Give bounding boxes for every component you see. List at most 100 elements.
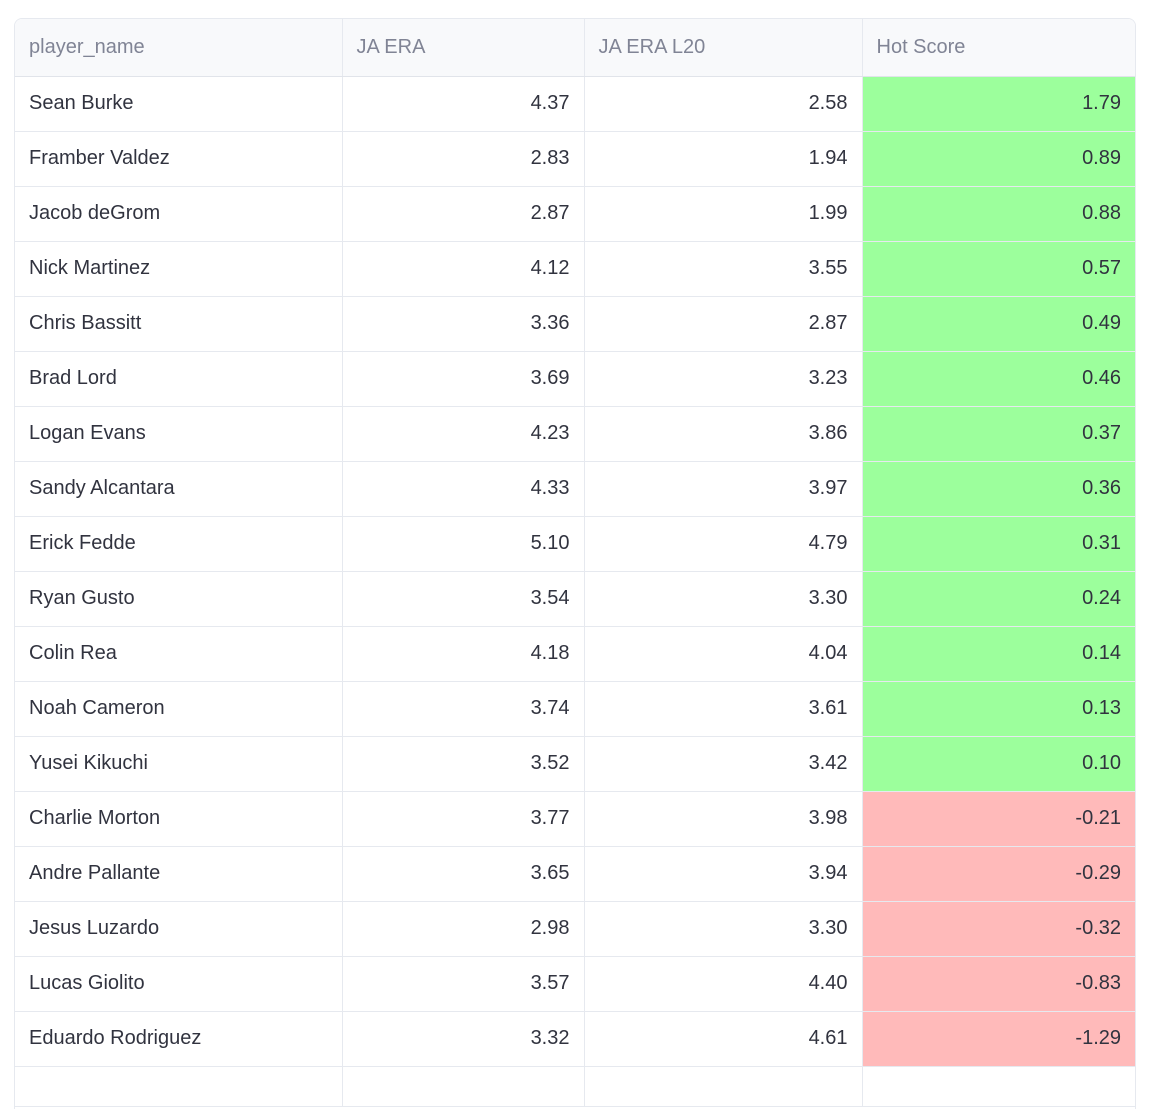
- column-header-ja-era[interactable]: JA ERA: [342, 19, 585, 77]
- table-row: Chris Bassitt 3.36 2.87 0.49: [15, 296, 1135, 352]
- cell-player-name[interactable]: Nick Martinez: [15, 241, 343, 297]
- cell-ja-era-l20[interactable]: 4.61: [584, 1011, 863, 1067]
- cell-ja-era[interactable]: 3.36: [342, 296, 585, 352]
- cell-empty: [15, 1066, 343, 1107]
- table-row: Yusei Kikuchi 3.52 3.42 0.10: [15, 736, 1135, 792]
- table-row: Charlie Morton 3.77 3.98 -0.21: [15, 791, 1135, 847]
- table-row: Jacob deGrom 2.87 1.99 0.88: [15, 186, 1135, 242]
- cell-ja-era[interactable]: 5.10: [342, 516, 585, 572]
- cell-ja-era-l20[interactable]: 3.42: [584, 736, 863, 792]
- table-row: Nick Martinez 4.12 3.55 0.57: [15, 241, 1135, 297]
- table-row: Colin Rea 4.18 4.04 0.14: [15, 626, 1135, 682]
- cell-ja-era[interactable]: 3.32: [342, 1011, 585, 1067]
- table-row: Eduardo Rodriguez 3.32 4.61 -1.29: [15, 1011, 1135, 1067]
- table-row: Logan Evans 4.23 3.86 0.37: [15, 406, 1135, 462]
- cell-ja-era[interactable]: 4.18: [342, 626, 585, 682]
- dataframe-container[interactable]: player_name JA ERA JA ERA L20 Hot Score …: [14, 18, 1136, 1109]
- cell-hot-score[interactable]: -0.32: [862, 901, 1135, 957]
- cell-player-name[interactable]: Eduardo Rodriguez: [15, 1011, 343, 1067]
- cell-ja-era-l20[interactable]: 4.79: [584, 516, 863, 572]
- cell-ja-era-l20[interactable]: 3.98: [584, 791, 863, 847]
- table-row: Sandy Alcantara 4.33 3.97 0.36: [15, 461, 1135, 517]
- column-header-player-name[interactable]: player_name: [15, 19, 343, 77]
- cell-hot-score[interactable]: 0.36: [862, 461, 1135, 517]
- cell-hot-score[interactable]: 0.14: [862, 626, 1135, 682]
- cell-hot-score[interactable]: -0.29: [862, 846, 1135, 902]
- cell-ja-era-l20[interactable]: 3.55: [584, 241, 863, 297]
- cell-player-name[interactable]: Chris Bassitt: [15, 296, 343, 352]
- cell-ja-era-l20[interactable]: 1.94: [584, 131, 863, 187]
- cell-ja-era-l20[interactable]: 3.94: [584, 846, 863, 902]
- cell-player-name[interactable]: Jesus Luzardo: [15, 901, 343, 957]
- cell-player-name[interactable]: Sandy Alcantara: [15, 461, 343, 517]
- cell-hot-score[interactable]: 0.46: [862, 351, 1135, 407]
- table-row: Ryan Gusto 3.54 3.30 0.24: [15, 571, 1135, 627]
- table-row-partial: [15, 1066, 1135, 1107]
- cell-ja-era[interactable]: 3.69: [342, 351, 585, 407]
- column-header-ja-era-l20[interactable]: JA ERA L20: [584, 19, 863, 77]
- table-header: player_name JA ERA JA ERA L20 Hot Score: [15, 19, 1135, 77]
- cell-ja-era[interactable]: 2.87: [342, 186, 585, 242]
- header-row: player_name JA ERA JA ERA L20 Hot Score: [15, 19, 1135, 77]
- cell-player-name[interactable]: Colin Rea: [15, 626, 343, 682]
- column-header-hot-score[interactable]: Hot Score: [862, 19, 1135, 77]
- cell-ja-era[interactable]: 3.77: [342, 791, 585, 847]
- cell-hot-score[interactable]: 0.13: [862, 681, 1135, 737]
- cell-player-name[interactable]: Noah Cameron: [15, 681, 343, 737]
- cell-ja-era[interactable]: 4.23: [342, 406, 585, 462]
- cell-hot-score[interactable]: 0.88: [862, 186, 1135, 242]
- cell-ja-era[interactable]: 4.37: [342, 76, 585, 132]
- table-row: Framber Valdez 2.83 1.94 0.89: [15, 131, 1135, 187]
- cell-ja-era[interactable]: 2.83: [342, 131, 585, 187]
- cell-player-name[interactable]: Yusei Kikuchi: [15, 736, 343, 792]
- table-row: Brad Lord 3.69 3.23 0.46: [15, 351, 1135, 407]
- cell-ja-era[interactable]: 4.33: [342, 461, 585, 517]
- cell-ja-era-l20[interactable]: 2.87: [584, 296, 863, 352]
- cell-ja-era-l20[interactable]: 3.61: [584, 681, 863, 737]
- cell-hot-score[interactable]: -0.83: [862, 956, 1135, 1012]
- cell-ja-era-l20[interactable]: 1.99: [584, 186, 863, 242]
- cell-ja-era-l20[interactable]: 3.86: [584, 406, 863, 462]
- cell-player-name[interactable]: Ryan Gusto: [15, 571, 343, 627]
- cell-hot-score[interactable]: 0.49: [862, 296, 1135, 352]
- cell-ja-era[interactable]: 3.65: [342, 846, 585, 902]
- cell-hot-score[interactable]: 0.57: [862, 241, 1135, 297]
- cell-player-name[interactable]: Framber Valdez: [15, 131, 343, 187]
- cell-ja-era-l20[interactable]: 4.04: [584, 626, 863, 682]
- cell-hot-score[interactable]: 0.89: [862, 131, 1135, 187]
- cell-empty: [342, 1066, 585, 1107]
- cell-player-name[interactable]: Charlie Morton: [15, 791, 343, 847]
- cell-ja-era-l20[interactable]: 4.40: [584, 956, 863, 1012]
- cell-empty: [584, 1066, 863, 1107]
- cell-hot-score[interactable]: -0.21: [862, 791, 1135, 847]
- cell-player-name[interactable]: Logan Evans: [15, 406, 343, 462]
- cell-hot-score[interactable]: -1.29: [862, 1011, 1135, 1067]
- cell-ja-era[interactable]: 3.54: [342, 571, 585, 627]
- cell-player-name[interactable]: Sean Burke: [15, 76, 343, 132]
- cell-ja-era-l20[interactable]: 2.58: [584, 76, 863, 132]
- cell-ja-era-l20[interactable]: 3.30: [584, 571, 863, 627]
- cell-player-name[interactable]: Brad Lord: [15, 351, 343, 407]
- cell-hot-score[interactable]: 1.79: [862, 76, 1135, 132]
- cell-ja-era[interactable]: 3.74: [342, 681, 585, 737]
- cell-ja-era-l20[interactable]: 3.23: [584, 351, 863, 407]
- cell-player-name[interactable]: Erick Fedde: [15, 516, 343, 572]
- cell-ja-era-l20[interactable]: 3.30: [584, 901, 863, 957]
- data-table: player_name JA ERA JA ERA L20 Hot Score …: [15, 19, 1135, 1107]
- cell-hot-score[interactable]: 0.37: [862, 406, 1135, 462]
- cell-player-name[interactable]: Jacob deGrom: [15, 186, 343, 242]
- cell-ja-era[interactable]: 3.52: [342, 736, 585, 792]
- cell-ja-era[interactable]: 3.57: [342, 956, 585, 1012]
- cell-hot-score[interactable]: 0.24: [862, 571, 1135, 627]
- cell-ja-era[interactable]: 2.98: [342, 901, 585, 957]
- table-row: Lucas Giolito 3.57 4.40 -0.83: [15, 956, 1135, 1012]
- cell-empty: [862, 1066, 1135, 1107]
- cell-hot-score[interactable]: 0.10: [862, 736, 1135, 792]
- cell-ja-era-l20[interactable]: 3.97: [584, 461, 863, 517]
- table-row: Jesus Luzardo 2.98 3.30 -0.32: [15, 901, 1135, 957]
- cell-hot-score[interactable]: 0.31: [862, 516, 1135, 572]
- table-row: Andre Pallante 3.65 3.94 -0.29: [15, 846, 1135, 902]
- cell-player-name[interactable]: Lucas Giolito: [15, 956, 343, 1012]
- cell-player-name[interactable]: Andre Pallante: [15, 846, 343, 902]
- cell-ja-era[interactable]: 4.12: [342, 241, 585, 297]
